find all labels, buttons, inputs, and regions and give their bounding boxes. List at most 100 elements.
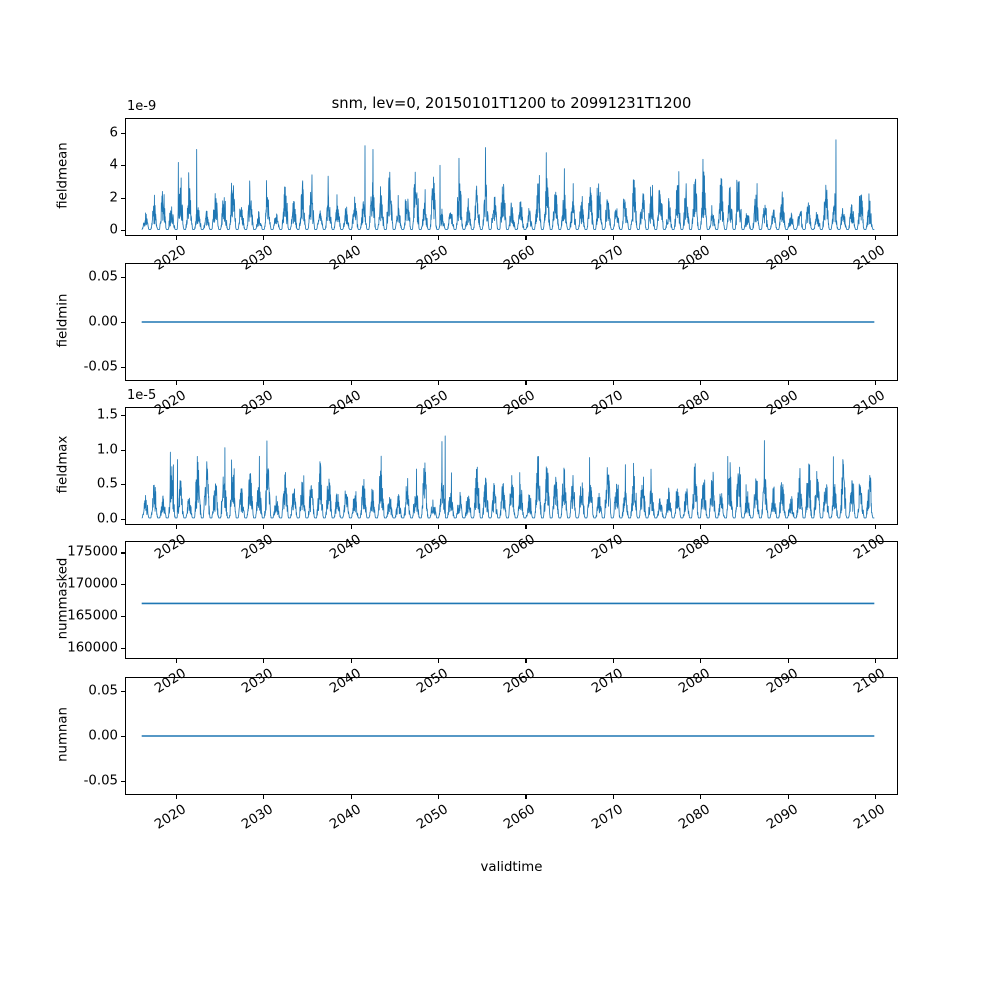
y-tick-label: 175000 bbox=[67, 544, 118, 560]
y-tick-label: 0.05 bbox=[88, 683, 118, 699]
x-tick-mark bbox=[612, 381, 615, 385]
x-tick-mark bbox=[787, 795, 789, 799]
x-tick-mark bbox=[175, 525, 177, 529]
y-tick-label: -0.05 bbox=[83, 359, 118, 375]
x-tick-mark bbox=[263, 795, 265, 799]
x-tick-mark bbox=[175, 236, 177, 240]
x-tick-mark bbox=[700, 795, 702, 799]
x-tick-mark bbox=[700, 236, 702, 240]
x-tick-mark bbox=[700, 525, 702, 529]
plot-line-numnan bbox=[126, 678, 897, 794]
y-tick-label: 165000 bbox=[67, 608, 118, 624]
y-tick-label: 4 bbox=[109, 157, 118, 173]
plot-line-fieldmin bbox=[126, 264, 897, 380]
y-tick-label: 0.5 bbox=[96, 476, 118, 492]
plot-line-nummasked bbox=[126, 542, 897, 658]
x-tick-mark bbox=[875, 381, 877, 385]
x-tick-mark bbox=[875, 795, 877, 799]
y-tick-mark bbox=[121, 780, 125, 782]
y-tick-label: 2 bbox=[109, 190, 118, 206]
x-tick-mark bbox=[525, 659, 527, 663]
x-tick-label: 2060 bbox=[501, 802, 539, 833]
x-tick-mark bbox=[263, 236, 265, 240]
y-tick-mark bbox=[121, 322, 125, 324]
y-tick-label: 6 bbox=[109, 125, 118, 141]
x-axis-label: validtime bbox=[480, 860, 543, 875]
x-tick-mark bbox=[787, 525, 789, 529]
y-tick-label: 160000 bbox=[67, 640, 118, 656]
x-tick-mark bbox=[263, 659, 265, 663]
x-tick-mark bbox=[350, 525, 352, 529]
x-tick-label: 2090 bbox=[764, 802, 801, 833]
plot-line-fieldmean bbox=[126, 119, 897, 235]
x-tick-mark bbox=[175, 381, 177, 385]
y-tick-mark bbox=[121, 518, 125, 520]
x-tick-mark bbox=[175, 795, 177, 799]
y-tick-label: 0.0 bbox=[96, 511, 118, 527]
y-tick-label: -0.05 bbox=[83, 773, 118, 789]
y-tick-label: 0.00 bbox=[88, 314, 118, 330]
x-tick-label: 2040 bbox=[326, 802, 364, 833]
x-tick-mark bbox=[175, 659, 177, 663]
y-tick-mark bbox=[121, 552, 125, 554]
x-tick-mark bbox=[875, 236, 877, 240]
subplot-fieldmean bbox=[125, 118, 898, 236]
y-tick-label: 1.5 bbox=[96, 407, 118, 423]
x-tick-mark bbox=[875, 525, 877, 529]
x-tick-label: 2100 bbox=[851, 802, 889, 833]
x-tick-mark bbox=[700, 659, 702, 663]
x-tick-label: 2050 bbox=[414, 802, 451, 833]
x-tick-label: 2080 bbox=[676, 802, 714, 833]
y-tick-mark bbox=[121, 648, 125, 650]
figure-title: snm, lev=0, 20150101T1200 to 20991231T12… bbox=[331, 95, 692, 112]
subplot-numnan bbox=[125, 677, 898, 795]
y-axis-label-fieldmax: fieldmax bbox=[55, 435, 71, 494]
y-axis-label-numnan: numnan bbox=[55, 707, 71, 762]
y-tick-mark bbox=[121, 584, 125, 586]
x-tick-mark bbox=[612, 525, 615, 529]
y-tick-label: 0.05 bbox=[88, 269, 118, 285]
y-tick-mark bbox=[121, 484, 125, 486]
x-tick-mark bbox=[438, 381, 440, 385]
y-axis-label-fieldmin: fieldmin bbox=[55, 293, 71, 348]
y-tick-mark bbox=[121, 366, 125, 368]
x-tick-mark bbox=[875, 659, 877, 663]
x-tick-mark bbox=[350, 659, 352, 663]
x-tick-mark bbox=[787, 659, 789, 663]
x-tick-mark bbox=[787, 236, 789, 240]
x-tick-mark bbox=[350, 795, 352, 799]
x-tick-mark bbox=[438, 659, 440, 663]
x-tick-mark bbox=[787, 381, 789, 385]
y-tick-label: 0.00 bbox=[88, 728, 118, 744]
x-tick-mark bbox=[525, 236, 527, 240]
x-tick-mark bbox=[612, 659, 615, 663]
y-tick-mark bbox=[121, 616, 125, 618]
x-tick-mark bbox=[263, 525, 265, 529]
y-tick-mark bbox=[121, 449, 125, 451]
y-axis-label-nummasked: nummasked bbox=[55, 557, 71, 640]
y-tick-mark bbox=[121, 415, 125, 417]
x-tick-mark bbox=[438, 795, 440, 799]
x-tick-mark bbox=[438, 236, 440, 240]
y-tick-mark bbox=[121, 197, 125, 199]
x-tick-label: 2020 bbox=[152, 802, 189, 833]
x-tick-mark bbox=[438, 525, 440, 529]
y-axis-offset-text: 1e-5 bbox=[127, 388, 157, 403]
y-axis-offset-text: 1e-9 bbox=[127, 99, 157, 114]
subplot-nummasked bbox=[125, 541, 898, 659]
x-tick-mark bbox=[612, 795, 615, 799]
x-tick-mark bbox=[525, 525, 527, 529]
subplot-fieldmax bbox=[125, 407, 898, 525]
x-tick-mark bbox=[700, 381, 702, 385]
y-tick-label: 170000 bbox=[67, 576, 118, 592]
subplot-fieldmin bbox=[125, 263, 898, 381]
x-tick-mark bbox=[350, 381, 352, 385]
x-tick-label: 2070 bbox=[589, 802, 626, 833]
x-tick-mark bbox=[525, 381, 527, 385]
y-tick-mark bbox=[121, 132, 125, 134]
y-tick-label: 0 bbox=[109, 222, 118, 238]
y-tick-mark bbox=[121, 736, 125, 738]
x-tick-mark bbox=[350, 236, 352, 240]
y-axis-label-fieldmean: fieldmean bbox=[55, 142, 71, 209]
